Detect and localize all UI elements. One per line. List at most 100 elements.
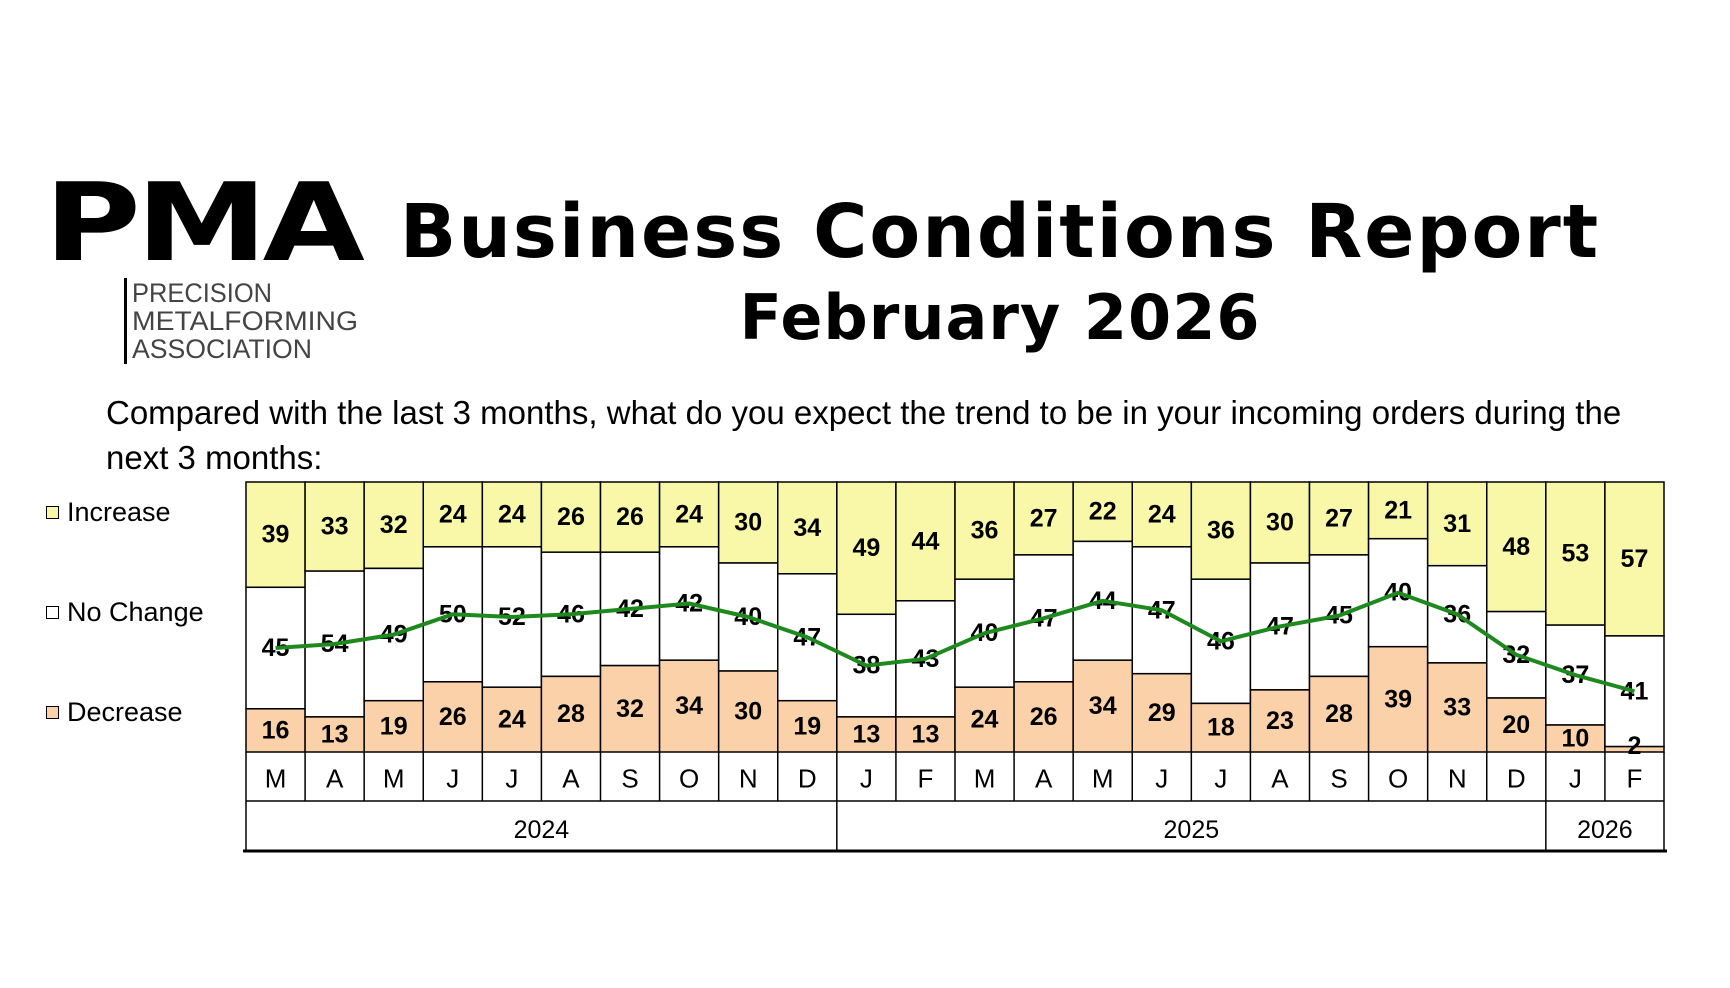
page-title: Business Conditions Report [399, 189, 1601, 275]
data-label-decrease: 30 [734, 698, 762, 726]
legend-label-no-change: No Change [67, 596, 204, 627]
data-label-decrease: 28 [557, 700, 585, 728]
bar-decrease [1545, 724, 1606, 753]
data-label-decrease: 20 [1502, 711, 1530, 739]
month-tick-label: J [1155, 764, 1168, 794]
bar-decrease [363, 699, 424, 753]
bar-increase [1013, 481, 1074, 556]
month-tick-label: S [1330, 764, 1347, 794]
data-label-increase: 24 [439, 500, 467, 528]
legend-item-decrease: Decrease [46, 696, 183, 728]
logo-mark: PMA [44, 168, 364, 286]
legend-item-no-change: No Change [46, 596, 204, 628]
year-label: 2026 [1577, 816, 1633, 844]
month-tick-label: S [621, 764, 638, 794]
year-label: 2025 [1164, 816, 1220, 844]
month-tick-label: J [505, 764, 518, 794]
month-tick-label: D [798, 764, 817, 794]
bar-increase [895, 481, 956, 602]
data-label-decrease: 13 [912, 720, 940, 748]
data-label-increase: 24 [1148, 500, 1176, 528]
data-label-increase: 22 [1089, 498, 1117, 526]
legend-label-decrease: Decrease [67, 696, 183, 727]
month-tick-label: O [679, 764, 699, 794]
data-label-increase: 36 [1207, 517, 1235, 545]
bar-increase [422, 481, 484, 548]
month-tick-label: A [562, 764, 580, 794]
data-label-increase: 26 [557, 503, 585, 531]
data-label-increase: 48 [1502, 533, 1530, 561]
data-label-decrease: 13 [321, 720, 349, 748]
month-tick-label: M [1092, 764, 1114, 794]
month-tick-label: F [1627, 764, 1643, 794]
data-label-decrease: 13 [852, 720, 880, 748]
month-tick-label: J [1569, 764, 1582, 794]
title-block: Business Conditions Report February 2026 [380, 195, 1620, 349]
data-label-decrease: 34 [1089, 692, 1117, 720]
month-tick-label: A [1271, 764, 1289, 794]
month-tick-label: M [265, 764, 287, 794]
bar-decrease [717, 670, 779, 753]
data-label-decrease: 32 [616, 695, 644, 723]
bar-decrease [304, 716, 365, 753]
data-label-increase: 26 [616, 503, 644, 531]
data-label-increase: 31 [1443, 510, 1471, 538]
pma-logo: PMA PRECISION METALFORMING ASSOCIATION [44, 168, 364, 364]
bar-increase [1190, 481, 1252, 580]
data-label-increase: 27 [1325, 504, 1353, 532]
bar-decrease [1072, 659, 1133, 753]
data-label-increase: 57 [1621, 545, 1649, 573]
month-tick-label: N [1448, 764, 1467, 794]
bar-decrease [1013, 681, 1074, 753]
bar-decrease [1367, 645, 1429, 753]
bar-decrease [777, 699, 838, 753]
data-label-no-change: 41 [1621, 677, 1649, 705]
legend-item-increase: Increase [46, 496, 171, 528]
bar-increase [1131, 481, 1193, 548]
data-label-decrease: 24 [971, 706, 999, 734]
trend-line [275, 590, 1635, 694]
bar-increase [1426, 481, 1488, 567]
month-tick-label: J [860, 764, 873, 794]
logo-line-1: PRECISION [132, 278, 272, 308]
bar-increase [717, 481, 779, 564]
bar-decrease [954, 686, 1015, 753]
legend-swatch-decrease [46, 705, 59, 719]
legend-label-increase: Increase [67, 496, 171, 527]
data-label-increase: 21 [1384, 496, 1412, 524]
legend-swatch-no-change [46, 605, 59, 619]
bar-increase [658, 481, 720, 548]
bar-increase [363, 481, 424, 570]
bar-increase [1545, 481, 1606, 626]
data-label-decrease: 28 [1325, 700, 1353, 728]
month-tick-label: A [1035, 764, 1053, 794]
bar-increase [1604, 481, 1665, 637]
data-label-decrease: 34 [675, 692, 703, 720]
bar-increase [836, 481, 897, 616]
month-tick-label: M [383, 764, 405, 794]
data-label-increase: 53 [1561, 540, 1589, 568]
logo-divider [124, 278, 127, 364]
month-tick-label: O [1388, 764, 1408, 794]
survey-question: Compared with the last 3 months, what do… [106, 394, 1622, 476]
data-label-increase: 30 [734, 509, 762, 537]
data-label-increase: 32 [380, 511, 408, 539]
month-tick-label: F [918, 764, 934, 794]
data-label-increase: 33 [321, 513, 349, 541]
data-label-decrease: 10 [1561, 725, 1589, 753]
data-label-decrease: 39 [1384, 685, 1412, 713]
data-label-decrease: 19 [793, 712, 821, 740]
bar-decrease [1486, 697, 1547, 753]
data-label-decrease: 19 [380, 712, 408, 740]
logo-line-2: METALFORMING [132, 306, 358, 336]
bar-decrease [1249, 689, 1311, 753]
data-label-decrease: 29 [1148, 699, 1176, 727]
bar-decrease [245, 708, 306, 753]
bar-decrease [1604, 745, 1665, 753]
bar-increase [1072, 481, 1133, 543]
data-label-decrease: 2 [1628, 732, 1642, 760]
bar-decrease [658, 659, 720, 753]
data-label-increase: 39 [262, 521, 290, 549]
month-tick-label: J [446, 764, 459, 794]
